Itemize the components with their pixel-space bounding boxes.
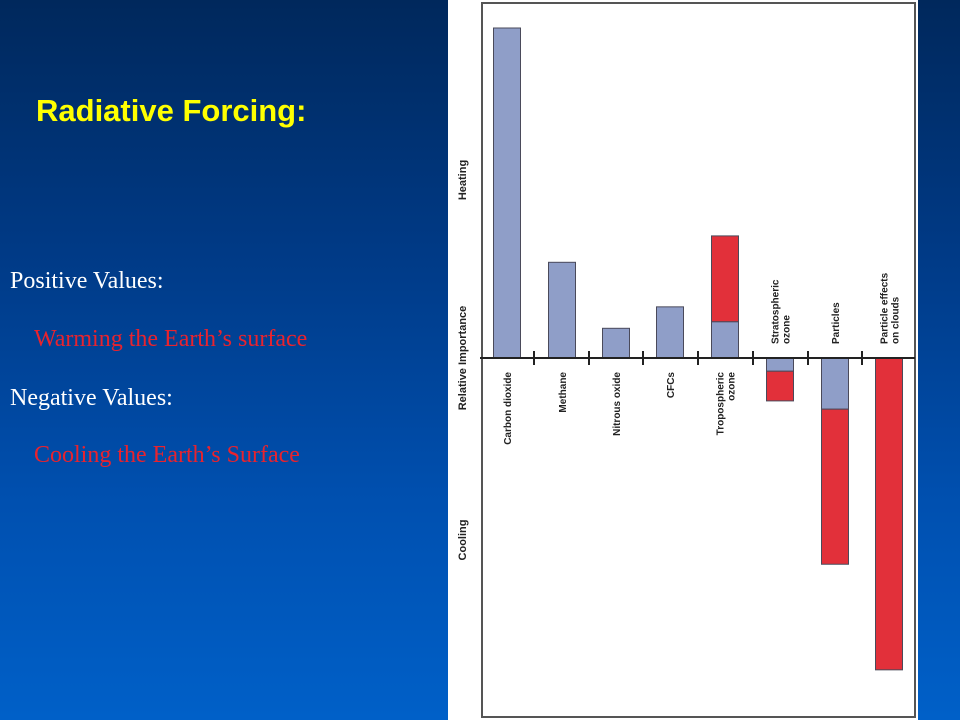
bar-cfcs-blue: [656, 306, 684, 359]
category-label-particle-effects-on-clouds: on clouds: [891, 296, 902, 344]
bar-tropospheric-ozone-blue: [711, 321, 739, 359]
category-label-stratospheric-ozone: ozone: [782, 315, 793, 344]
y-label-cooling: Cooling: [457, 520, 469, 561]
radiative-forcing-chart: Carbon dioxide Methane Nitrous oxide CFCs Tr…: [448, 0, 918, 720]
category-label-cfcs: CFCs: [666, 372, 677, 399]
category-label-methane: Methane: [558, 372, 569, 413]
bar-particle-effects-on-clouds-red: [875, 357, 903, 671]
category-label-tropospheric-ozone: ozone: [727, 372, 738, 401]
negative-values-label: Negative Values:: [10, 385, 173, 411]
category-label-stratospheric-ozone: Stratospheric: [771, 279, 782, 344]
category-label-particles: Particles: [831, 302, 842, 344]
negative-values-description: Cooling the Earth’s Surface: [34, 442, 300, 468]
category-label-tropospheric-ozone: Tropospheric: [716, 372, 727, 436]
bar-stratospheric-ozone-blue: [766, 357, 794, 372]
positive-values-label: Positive Values:: [10, 268, 164, 294]
positive-values-description: Warming the Earth’s surface: [34, 326, 308, 352]
bar-nitrous-oxide-blue: [602, 327, 630, 359]
bar-carbon-dioxide-blue: [493, 27, 521, 359]
category-label-carbon-dioxide: Carbon dioxide: [503, 372, 514, 445]
bar-particles-blue: [821, 357, 849, 410]
bar-particles-red: [821, 408, 849, 565]
y-label-heating: Heating: [457, 160, 469, 200]
plot-frame: [481, 2, 916, 718]
bar-tropospheric-ozone-red: [711, 235, 739, 323]
y-axis-label: Relative Importance: [457, 306, 469, 411]
bar-methane-blue: [548, 261, 576, 359]
slide-title: Radiative Forcing:: [36, 93, 307, 128]
category-label-particle-effects-on-clouds: Particle effects: [880, 272, 891, 344]
category-label-nitrous-oxide: Nitrous oxide: [612, 372, 623, 436]
chart-svg: Carbon dioxide Methane Nitrous oxide CFCs Tr…: [457, 2, 916, 718]
bar-stratospheric-ozone-red: [766, 370, 794, 402]
